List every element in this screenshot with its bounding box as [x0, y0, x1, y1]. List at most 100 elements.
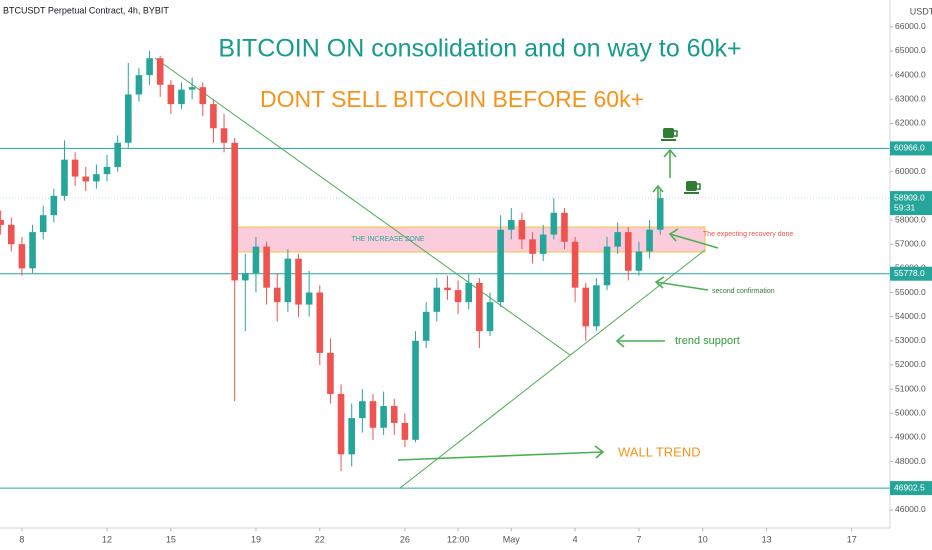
y-tick-label: 46000.0 [895, 504, 926, 514]
candle-body [7, 224, 15, 245]
zone-label: THE INCREASE ZONE [351, 236, 424, 243]
candle-body [199, 87, 207, 105]
x-tick-label: 12 [102, 534, 112, 544]
candle-body [337, 393, 345, 455]
level-label: 46902.5 [894, 482, 925, 492]
candle-body [231, 142, 238, 281]
candle-body [242, 273, 249, 281]
target-arrow [663, 148, 677, 178]
symbol: BTCUSDT Perpetual Contract, 4h, BYBIT [3, 5, 169, 15]
candle-body [146, 58, 153, 76]
candle-body [614, 232, 621, 247]
wall-arrow [397, 445, 605, 461]
currency: USDT [910, 6, 932, 16]
candle-body [635, 251, 643, 271]
candle-body [39, 215, 47, 233]
level-label: 60966.0 [894, 143, 925, 153]
x-tick-label: 13 [762, 534, 772, 544]
confirmation-arrow [654, 276, 709, 291]
candle-body [539, 234, 547, 254]
x-tick-label: 15 [166, 534, 176, 544]
candle-body [465, 282, 473, 303]
candle-body [50, 195, 58, 216]
candle-body [603, 246, 611, 286]
candle-body [444, 287, 451, 291]
x-tick-label: 7 [636, 534, 641, 544]
candle-body [0, 220, 4, 225]
candle-body [380, 406, 387, 428]
candle-body [518, 220, 526, 240]
candle-body [497, 229, 504, 303]
x-tick-label: 10 [698, 534, 708, 544]
x-tick-label: 17 [847, 534, 857, 544]
confirmation-label: second confirmation [712, 288, 775, 295]
y-tick-label: 52000.0 [895, 359, 926, 369]
y-tick-label: 50000.0 [895, 408, 926, 418]
candle-body [359, 401, 366, 419]
coffee-icon [684, 192, 699, 194]
y-tick-label: 66000.0 [895, 21, 926, 31]
level-tag [890, 141, 932, 156]
y-tick-label: 57000.0 [895, 238, 926, 248]
arrows [397, 148, 719, 461]
y-tick-label: 63000.0 [895, 94, 926, 104]
candle-body [433, 287, 441, 312]
candle-body [93, 174, 100, 182]
coffee-icons [661, 128, 701, 194]
candle-body [210, 104, 217, 129]
coffee-icon [661, 139, 676, 141]
y-tick-label: 55000.0 [895, 287, 926, 297]
candle-body [103, 166, 111, 175]
candle-body [305, 292, 313, 305]
last-price-tag [890, 191, 932, 216]
candle-body [252, 246, 260, 274]
candle-body [582, 287, 590, 327]
candle-body [656, 198, 664, 230]
candle-body [135, 75, 143, 95]
candle-body [327, 352, 334, 394]
candle-body [156, 58, 164, 85]
small-arrow [652, 184, 664, 200]
wall-label: WALL TREND [618, 444, 701, 459]
candle-body [61, 159, 68, 196]
y-tick-label: 58000.0 [895, 214, 926, 224]
x-tick-label: 12:00 [447, 534, 470, 544]
increase-zone [234, 226, 706, 253]
candle-body [571, 241, 579, 288]
y-tick-label: 54000.0 [895, 311, 926, 321]
last-price-label: 58909.0 [894, 192, 925, 202]
y-tick-label: 65000.0 [895, 45, 926, 55]
x-tick-label: 22 [315, 534, 325, 544]
candle-body [295, 258, 302, 305]
candle-body [178, 89, 185, 105]
x-tick-label: 8 [19, 534, 24, 544]
candle-body [316, 292, 324, 353]
candle-body [125, 94, 132, 143]
coffee-icon [686, 181, 697, 191]
x-tick-label: 4 [573, 534, 578, 544]
candle-body [18, 244, 26, 269]
y-tick-label: 51000.0 [895, 383, 926, 393]
candle-body [220, 128, 228, 143]
x-tick-label: 19 [251, 534, 261, 544]
level-label: 55778.0 [894, 268, 925, 278]
candle-body [71, 159, 79, 177]
candle-body [263, 246, 270, 288]
support-label: trend support [675, 335, 740, 347]
candle-body [401, 422, 409, 440]
candle-body [412, 340, 419, 440]
countdown-label: 59:31 [894, 202, 916, 212]
candle-body [369, 401, 377, 428]
trend-line-up [399, 249, 706, 489]
candle-body [454, 290, 462, 303]
y-tick-label: 60000.0 [895, 166, 926, 176]
y-tick-label: 49000.0 [895, 432, 926, 442]
candle-body [82, 176, 90, 182]
x-tick-label: May [503, 534, 521, 544]
level-tag [890, 481, 932, 496]
candle-body [29, 232, 36, 269]
candle-body [422, 311, 430, 341]
recovery-arrow [668, 228, 719, 249]
